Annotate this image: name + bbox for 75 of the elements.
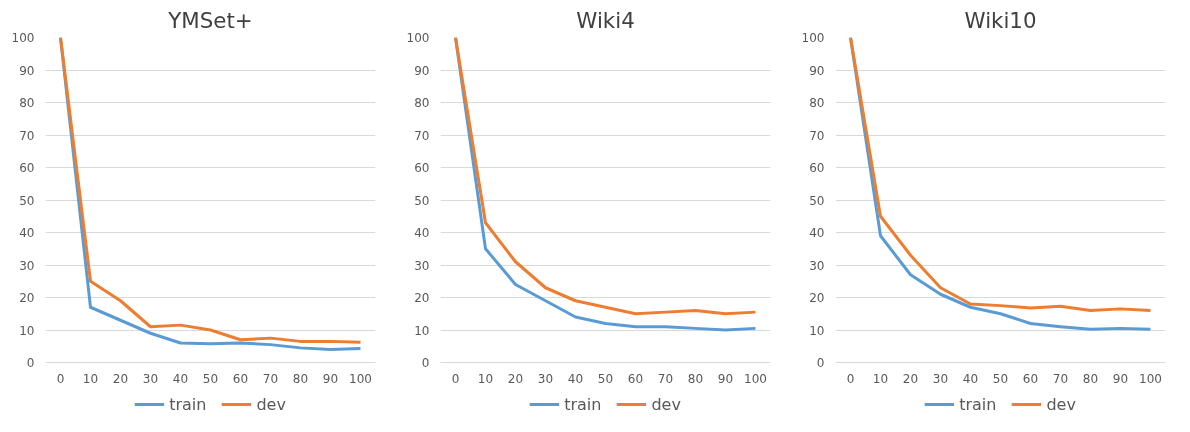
legend-label: train [564,394,602,414]
x-tick-label: 100 [349,371,372,386]
y-tick-label: 80 [19,96,35,110]
x-tick-label: 30 [932,371,949,386]
legend-label: dev [1046,394,1076,414]
y-tick-label: 20 [809,291,825,305]
y-tick-label: 20 [19,291,35,305]
x-tick-label: 70 [657,371,674,386]
x-tick-label: 0 [846,371,855,386]
y-tick-label: 50 [809,193,825,208]
y-tick-label: 100 [801,31,825,45]
y-tick-label: 80 [414,96,430,110]
x-tick-label: 10 [477,371,494,386]
x-tick-label: 50 [597,371,614,386]
y-tick-label: 70 [414,128,430,143]
x-tick-label: 30 [142,371,159,386]
y-tick-label: 0 [26,356,35,370]
x-tick-label: 90 [322,371,339,386]
y-tick-label: 100 [406,31,430,45]
x-tick-label: 80 [292,371,309,386]
x-tick-label: 70 [1052,371,1069,386]
y-tick-label: 40 [809,226,825,240]
y-tick-label: 90 [414,63,430,78]
y-tick-label: 90 [809,63,825,78]
y-tick-label: 0 [816,356,825,370]
x-tick-label: 30 [537,371,554,386]
legend-label: dev [256,394,286,414]
y-tick-label: 10 [414,323,430,338]
x-tick-label: 40 [962,371,979,386]
x-tick-label: 100 [744,371,767,386]
y-tick-label: 100 [11,31,35,45]
x-tick-label: 10 [872,371,889,386]
y-tick-label: 30 [414,258,430,273]
y-tick-label: 20 [414,291,430,305]
x-tick-label: 90 [717,371,734,386]
legend-label: train [959,394,997,414]
x-tick-label: 70 [262,371,279,386]
y-tick-label: 80 [809,96,825,110]
chart-title: Wiki4 [576,7,635,33]
y-tick-label: 50 [19,193,35,208]
x-tick-label: 0 [56,371,65,386]
y-tick-label: 90 [19,63,35,78]
legend-label: dev [651,394,681,414]
y-tick-label: 10 [809,323,825,338]
y-tick-label: 10 [19,323,35,338]
x-tick-label: 90 [1112,371,1129,386]
y-tick-label: 50 [414,193,430,208]
x-tick-label: 50 [202,371,219,386]
x-tick-label: 0 [451,371,460,386]
x-tick-label: 20 [112,371,129,386]
x-tick-label: 60 [232,371,249,386]
x-tick-label: 40 [567,371,584,386]
y-tick-label: 60 [809,161,825,175]
y-tick-label: 70 [809,128,825,143]
y-tick-label: 0 [421,356,430,370]
y-tick-label: 40 [19,226,35,240]
x-tick-label: 100 [1139,371,1162,386]
chart-title: Wiki10 [964,7,1037,33]
y-tick-label: 40 [414,226,430,240]
y-tick-label: 30 [19,258,35,273]
x-tick-label: 50 [992,371,1009,386]
x-tick-label: 20 [902,371,919,386]
legend-label: train [169,394,207,414]
x-tick-label: 40 [172,371,189,386]
y-tick-label: 60 [19,161,35,175]
y-tick-label: 30 [809,258,825,273]
x-tick-label: 80 [1082,371,1099,386]
x-tick-label: 60 [1022,371,1039,386]
x-tick-label: 80 [687,371,704,386]
chart-title: YMSet+ [167,7,253,33]
y-tick-label: 60 [414,161,430,175]
y-tick-label: 70 [19,128,35,143]
x-tick-label: 60 [627,371,644,386]
x-tick-label: 10 [82,371,99,386]
x-tick-label: 20 [507,371,524,386]
